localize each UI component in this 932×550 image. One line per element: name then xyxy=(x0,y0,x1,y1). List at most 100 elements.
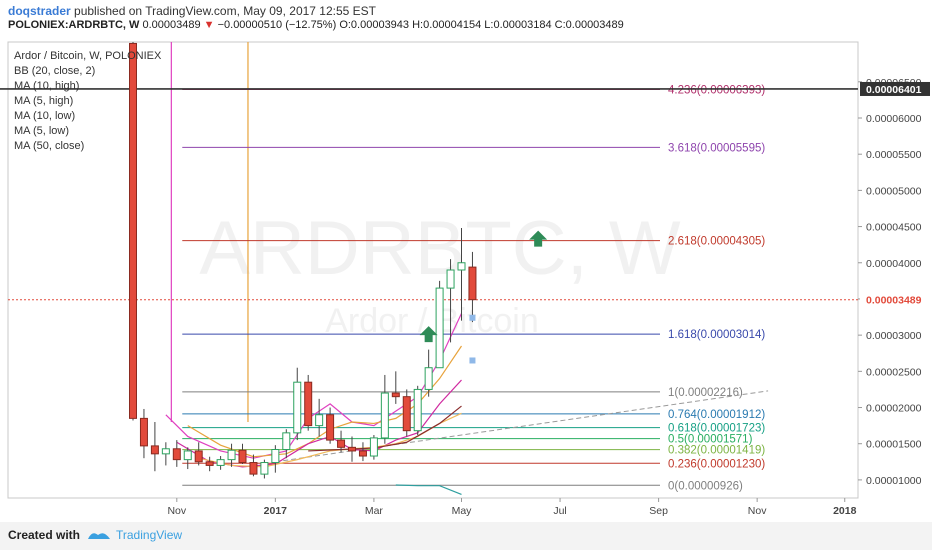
candle-body xyxy=(369,437,378,457)
x-tick-label: Nov xyxy=(748,505,767,517)
low-value: L:0.00003184 xyxy=(484,19,552,31)
fib-label-4: 1(0.00002216) xyxy=(668,387,743,399)
candle xyxy=(446,259,455,343)
candle-body xyxy=(129,42,137,419)
legend-item-bb[interactable]: BB (20, close, 2) xyxy=(14,65,96,77)
y-tick-label: 0.00002000 xyxy=(866,403,922,415)
candle xyxy=(227,443,236,467)
y-tick-label: 0.00001500 xyxy=(866,439,922,451)
candle-body xyxy=(249,462,258,475)
close-value: C:0.00003489 xyxy=(554,19,624,31)
candle-body xyxy=(238,449,247,464)
candle xyxy=(424,349,433,397)
candle xyxy=(457,228,466,321)
y-tick-label: 0.00002500 xyxy=(866,366,922,378)
legend-item-ma10-low[interactable]: MA (10, low) xyxy=(14,110,76,122)
footer-bar: Created with TradingView xyxy=(0,522,932,550)
candle xyxy=(238,443,247,464)
x-tick-label: Mar xyxy=(365,505,384,517)
candle xyxy=(282,429,291,459)
fib-label-10: 0(0.00000926) xyxy=(668,480,743,492)
candle-body xyxy=(293,381,302,434)
publish-line: doqstrader published on TradingView.com,… xyxy=(8,4,376,18)
candle xyxy=(304,374,313,431)
fib-label-7: 0.5(0.00001571) xyxy=(668,434,753,446)
indicator-line-4 xyxy=(308,405,462,452)
legend-item-ma5-high[interactable]: MA (5, high) xyxy=(14,95,74,107)
candle-body xyxy=(358,450,367,457)
legend-item-ma50-close[interactable]: MA (50, close) xyxy=(14,140,85,152)
price-change: −0.00000510 (−12.75%) xyxy=(217,19,337,31)
candle xyxy=(315,398,324,437)
fib-label-9: 0.236(0.00001230) xyxy=(668,458,765,470)
candle xyxy=(468,251,477,323)
author-name[interactable]: doqstrader xyxy=(8,4,71,18)
candle xyxy=(326,407,335,444)
y-tick-label: 0.00006000 xyxy=(866,113,922,125)
y-tick-label: 0.00004000 xyxy=(866,258,922,270)
fib-label-1: 3.618(0.00005595) xyxy=(668,142,765,154)
y-tick-label: 0.00003000 xyxy=(866,330,922,342)
up-arrow-icon xyxy=(419,326,438,343)
candle-body xyxy=(424,367,433,390)
published-text: published on TradingView.com, May 09, 20… xyxy=(74,4,376,18)
y-tick-label: 0.00001000 xyxy=(866,475,922,487)
price-label-0: 0.00006401 xyxy=(866,84,922,96)
candle xyxy=(194,442,203,466)
candle xyxy=(337,430,346,453)
candle-body xyxy=(282,432,291,451)
candle-body xyxy=(326,414,335,441)
candle-body xyxy=(337,439,346,448)
candle xyxy=(139,408,148,459)
candle xyxy=(150,422,159,472)
price-label-bg-1 xyxy=(860,292,930,307)
price-label-1: 0.00003489 xyxy=(866,295,922,307)
candle xyxy=(271,445,280,473)
candle-body xyxy=(413,388,422,432)
small-mark-0 xyxy=(469,314,476,321)
candle xyxy=(369,435,378,460)
legend-item-ma5-low[interactable]: MA (5, low) xyxy=(14,125,70,137)
plot-frame xyxy=(7,41,859,499)
price-label-bg-0 xyxy=(860,81,930,96)
fib-label-8: 0.382(0.00001419) xyxy=(668,445,765,457)
candle xyxy=(129,42,137,421)
x-tick-label: 2017 xyxy=(264,505,288,517)
ohlc-line: POLONIEX:ARDRBTC, W 0.00003489 ▼ −0.0000… xyxy=(8,19,624,31)
candle xyxy=(402,389,411,437)
indicator-line-5 xyxy=(395,484,462,495)
candle xyxy=(435,280,444,369)
y-tick-label: 0.00005500 xyxy=(866,149,922,161)
candle-body xyxy=(161,448,170,455)
tradingview-logo-icon xyxy=(88,533,110,539)
candle xyxy=(205,456,214,472)
candle-body xyxy=(183,450,192,461)
x-tick-label: Sep xyxy=(649,505,668,517)
indicator-legend: Ardor / Bitcoin, W, POLONIEX BB (20, clo… xyxy=(14,49,161,154)
tradingview-brand-link[interactable]: TradingView xyxy=(116,528,183,542)
symbol-label: POLONIEX:ARDRBTC, W xyxy=(8,19,140,31)
fib-label-6: 0.618(0.00001723) xyxy=(668,423,765,435)
candle-body xyxy=(457,262,466,271)
high-value: H:0.00004154 xyxy=(412,19,482,31)
candle xyxy=(413,385,422,436)
candle-body xyxy=(260,462,269,475)
candle-body xyxy=(348,446,356,452)
legend-item-ma10-high[interactable]: MA (10, high) xyxy=(14,80,80,92)
candle-body xyxy=(446,269,455,289)
candle-body xyxy=(227,449,236,461)
candle-body xyxy=(150,445,159,455)
candle-body xyxy=(315,414,324,427)
up-arrow-icon xyxy=(529,230,548,247)
candle-body xyxy=(380,392,389,439)
candle xyxy=(380,374,389,444)
fib-label-2: 2.618(0.00004305) xyxy=(668,236,765,248)
y-tick-label: 0.00005000 xyxy=(866,185,922,197)
candle-body xyxy=(468,266,477,301)
candle xyxy=(249,454,258,477)
candle xyxy=(260,459,269,479)
legend-title: Ardor / Bitcoin, W, POLONIEX xyxy=(14,50,162,62)
candle xyxy=(293,367,302,441)
candle xyxy=(391,371,400,404)
